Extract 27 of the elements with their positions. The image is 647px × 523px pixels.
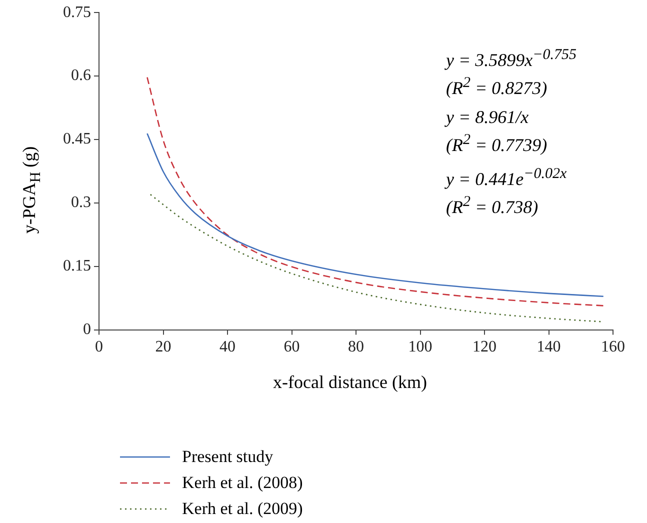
- line-series: [146, 76, 604, 306]
- x-tick-label: 20: [155, 338, 172, 356]
- y-tick-label: 0.6: [71, 67, 91, 84]
- y-tick-label: 0.3: [71, 194, 91, 212]
- annotation: (R$^{2}$ = 0.8273): [446, 74, 548, 100]
- x-tick-label: 120: [472, 338, 496, 356]
- x-tick-label: 0: [95, 338, 103, 356]
- y-tick-label: 0: [83, 321, 91, 338]
- x-tick-label: 140: [536, 338, 561, 356]
- y-tick-label: 0.75: [63, 4, 91, 21]
- legend-label: Kerh et al. (2009): [182, 498, 303, 520]
- annotation: (R$^{2}$ = 0.738): [446, 193, 540, 219]
- x-tick-label: 40: [220, 338, 236, 356]
- legend-label: Present study: [182, 446, 274, 468]
- legend-label: Kerh et al. (2008): [182, 472, 303, 494]
- annotation: y = 3.5899x$^{−0.755}$: [446, 46, 576, 72]
- line-series: [146, 132, 604, 298]
- x-tick-label: 100: [408, 338, 432, 356]
- x-axis-title: x-focal distance (km): [273, 372, 427, 393]
- annotation: y = 8.961/x: [446, 106, 530, 129]
- y-tick-label: 0.45: [63, 130, 91, 148]
- x-tick-label: 160: [601, 338, 625, 356]
- annotation: (R$^{2}$ = 0.7739): [446, 131, 548, 157]
- x-tick-label: 60: [284, 338, 300, 356]
- annotation: y = 0.441e$^{−0.02x}$: [446, 165, 568, 191]
- x-tick-label: 80: [348, 338, 364, 356]
- y-tick-label: 0.15: [63, 258, 91, 275]
